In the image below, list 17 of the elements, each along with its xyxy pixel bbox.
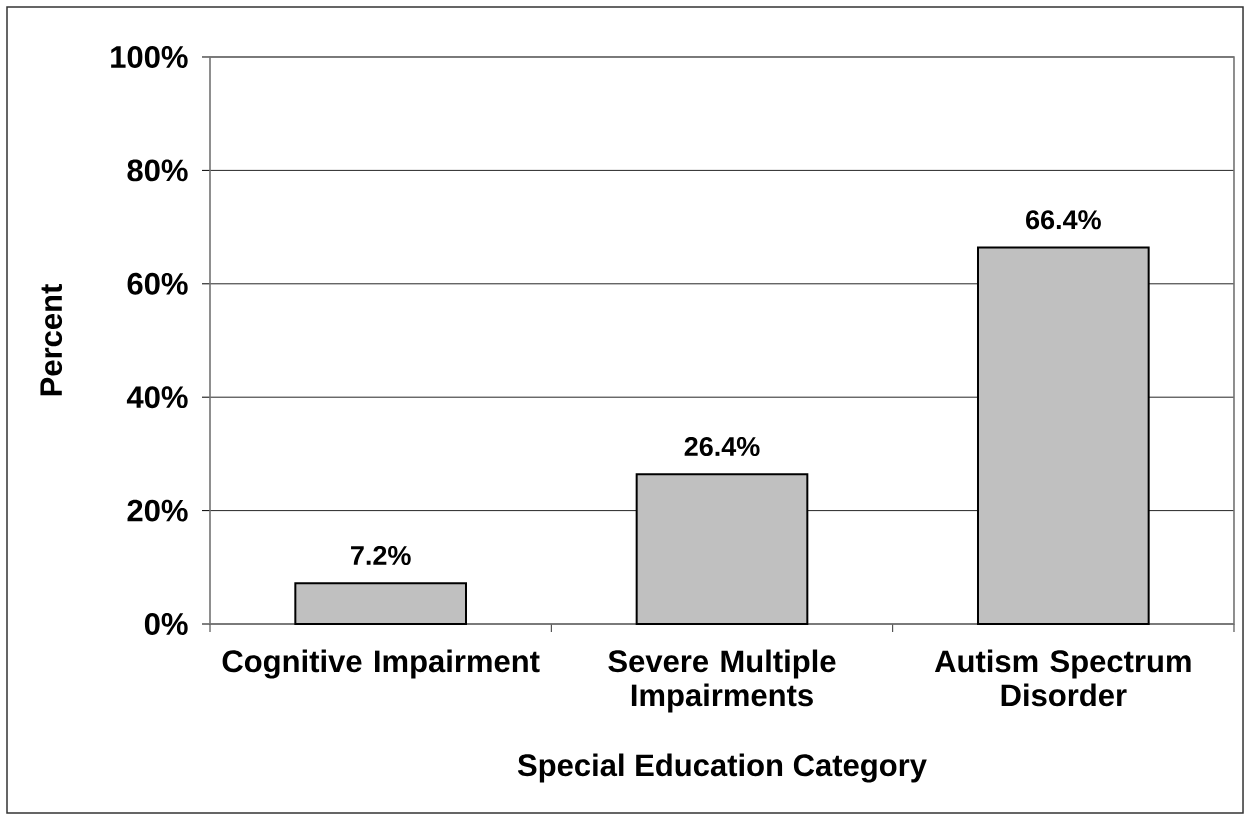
data-label: 66.4% xyxy=(1026,210,1101,230)
bar xyxy=(294,582,467,625)
bar xyxy=(976,246,1150,625)
y-tick-label: 20% xyxy=(127,499,188,522)
y-tick-label: 60% xyxy=(127,272,188,295)
x-tick-label: Severe Multiple Impairments xyxy=(608,649,836,713)
data-label: 7.2% xyxy=(351,545,411,565)
y-tick-label: 100% xyxy=(111,46,188,68)
y-axis-title: Percent xyxy=(40,284,63,396)
y-tick-label: 0% xyxy=(144,613,188,635)
x-axis-title: Special Education Category xyxy=(517,753,927,783)
x-tick-label: Autism Spectrum Disorder xyxy=(934,649,1191,707)
y-tick-label: 40% xyxy=(126,386,188,409)
bar xyxy=(635,473,809,625)
data-label: 26.4% xyxy=(684,436,760,457)
y-tick-label: 80% xyxy=(127,159,188,182)
x-tick-label: Cognitive Impairment xyxy=(222,649,540,679)
